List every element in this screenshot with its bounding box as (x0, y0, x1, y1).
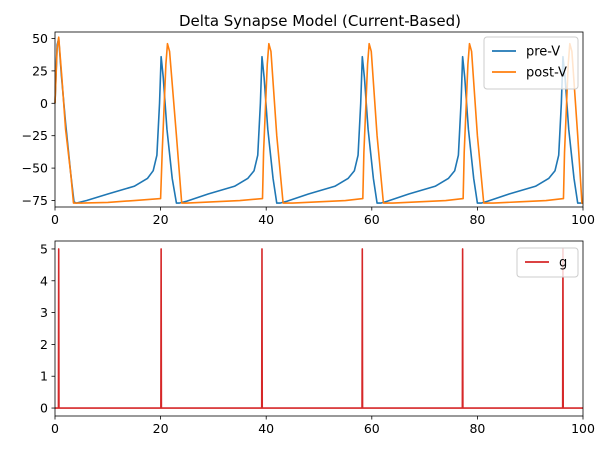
x-tick-label: 100 (571, 212, 595, 227)
y-tick-label: 2 (40, 337, 48, 352)
y-tick-label: 50 (32, 31, 48, 46)
x-tick-label: 0 (51, 421, 59, 436)
series-line-pre-V (54, 37, 583, 204)
y-tick-label: −25 (22, 128, 48, 143)
voltage-panel: 0 20 40 60 80 100 −75 −50 −25 0 25 50 pre-V post-V (22, 31, 595, 227)
y-tick-label: 1 (40, 369, 48, 384)
y-tick-label: 3 (40, 305, 48, 320)
x-tick-label: 60 (364, 421, 380, 436)
chart-title: Delta Synapse Model (Current-Based) (179, 12, 461, 30)
axes-frame (54, 240, 584, 417)
x-tick-label: 20 (153, 212, 169, 227)
y-tick-label: 0 (40, 401, 48, 416)
y-tick-label: 0 (40, 96, 48, 111)
y-tick-label: 25 (32, 63, 48, 78)
x-tick-label: 80 (469, 421, 485, 436)
x-tick-label: 20 (153, 421, 169, 436)
x-tick-label: 40 (258, 421, 274, 436)
conductance-panel: 0 20 40 60 80 100 0 1 2 3 4 5 g (40, 240, 595, 436)
axes-frame (54, 31, 584, 208)
y-tick-label: 5 (40, 241, 48, 256)
legend-label-g: g (559, 256, 567, 271)
x-tick-label: 80 (469, 212, 485, 227)
series-line-post-V (54, 36, 583, 204)
y-tick-label: −75 (22, 193, 48, 208)
legend-label-pre-V: pre-V (526, 45, 560, 60)
x-tick-label: 60 (364, 212, 380, 227)
y-tick-label: −50 (22, 161, 48, 176)
x-tick-label: 0 (51, 212, 59, 227)
x-tick-label: 40 (258, 212, 274, 227)
y-tick-label: 4 (40, 273, 48, 288)
legend-label-post-V: post-V (526, 66, 567, 81)
legend-box (483, 36, 579, 90)
series-line-g (55, 248, 583, 409)
x-tick-label: 100 (571, 421, 595, 436)
